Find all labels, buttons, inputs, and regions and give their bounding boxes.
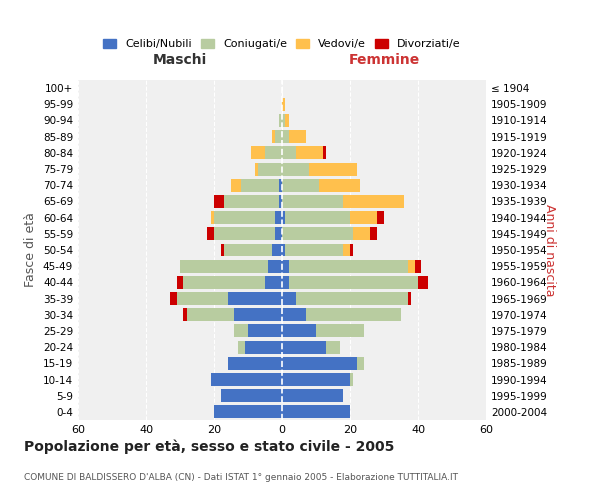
- Bar: [286, 211, 350, 224]
- Bar: [282, 324, 316, 338]
- Y-axis label: Anni di nascita: Anni di nascita: [543, 204, 556, 296]
- Bar: [319, 179, 360, 192]
- Bar: [272, 244, 282, 256]
- Text: Femmine: Femmine: [349, 53, 419, 67]
- Bar: [282, 276, 289, 289]
- Bar: [282, 228, 353, 240]
- Bar: [323, 146, 326, 160]
- Bar: [170, 292, 176, 305]
- Bar: [282, 260, 289, 272]
- Bar: [343, 195, 404, 208]
- Bar: [268, 260, 282, 272]
- Y-axis label: Fasce di età: Fasce di età: [25, 212, 37, 288]
- Bar: [227, 292, 282, 305]
- Bar: [238, 340, 245, 353]
- Bar: [214, 195, 224, 208]
- Bar: [282, 244, 286, 256]
- Bar: [350, 244, 353, 256]
- Bar: [278, 114, 282, 127]
- Bar: [258, 162, 282, 175]
- Bar: [275, 130, 282, 143]
- Bar: [278, 179, 282, 192]
- Bar: [251, 146, 265, 160]
- Bar: [306, 308, 401, 321]
- Bar: [235, 308, 282, 321]
- Bar: [309, 162, 357, 175]
- Bar: [282, 114, 286, 127]
- Text: Maschi: Maschi: [153, 53, 207, 67]
- Text: Popolazione per età, sesso e stato civile - 2005: Popolazione per età, sesso e stato civil…: [24, 440, 394, 454]
- Bar: [282, 162, 309, 175]
- Bar: [214, 228, 275, 240]
- Bar: [282, 211, 286, 224]
- Bar: [207, 228, 214, 240]
- Bar: [214, 406, 282, 418]
- Bar: [282, 308, 306, 321]
- Bar: [282, 389, 343, 402]
- Bar: [377, 211, 384, 224]
- Bar: [282, 340, 326, 353]
- Bar: [180, 260, 268, 272]
- Bar: [224, 244, 272, 256]
- Bar: [296, 146, 323, 160]
- Bar: [211, 373, 282, 386]
- Bar: [211, 211, 214, 224]
- Text: COMUNE DI BALDISSERO D'ALBA (CN) - Dati ISTAT 1° gennaio 2005 - Elaborazione TUT: COMUNE DI BALDISSERO D'ALBA (CN) - Dati …: [24, 472, 458, 482]
- Bar: [408, 260, 415, 272]
- Bar: [282, 195, 343, 208]
- Bar: [289, 260, 408, 272]
- Bar: [241, 179, 278, 192]
- Bar: [289, 276, 418, 289]
- Bar: [326, 340, 340, 353]
- Bar: [286, 114, 289, 127]
- Bar: [176, 292, 227, 305]
- Bar: [353, 228, 370, 240]
- Bar: [235, 324, 248, 338]
- Bar: [282, 146, 296, 160]
- Bar: [221, 389, 282, 402]
- Bar: [187, 308, 235, 321]
- Bar: [289, 130, 306, 143]
- Bar: [248, 324, 282, 338]
- Bar: [316, 324, 364, 338]
- Bar: [357, 357, 364, 370]
- Bar: [286, 244, 343, 256]
- Bar: [231, 179, 241, 192]
- Bar: [282, 292, 296, 305]
- Bar: [176, 276, 184, 289]
- Bar: [282, 179, 319, 192]
- Bar: [265, 146, 282, 160]
- Bar: [343, 244, 350, 256]
- Bar: [296, 292, 408, 305]
- Bar: [282, 406, 350, 418]
- Bar: [282, 130, 289, 143]
- Bar: [282, 98, 286, 111]
- Bar: [278, 195, 282, 208]
- Bar: [370, 228, 377, 240]
- Bar: [184, 276, 265, 289]
- Bar: [265, 276, 282, 289]
- Bar: [245, 340, 282, 353]
- Bar: [418, 276, 428, 289]
- Bar: [350, 211, 377, 224]
- Bar: [221, 244, 224, 256]
- Bar: [408, 292, 411, 305]
- Bar: [272, 130, 275, 143]
- Bar: [255, 162, 258, 175]
- Bar: [184, 308, 187, 321]
- Bar: [350, 373, 353, 386]
- Bar: [214, 211, 275, 224]
- Bar: [415, 260, 421, 272]
- Bar: [227, 357, 282, 370]
- Bar: [275, 228, 282, 240]
- Bar: [224, 195, 278, 208]
- Bar: [275, 211, 282, 224]
- Bar: [282, 357, 357, 370]
- Bar: [282, 373, 350, 386]
- Legend: Celibi/Nubili, Coniugati/e, Vedovi/e, Divorziati/e: Celibi/Nubili, Coniugati/e, Vedovi/e, Di…: [99, 34, 465, 54]
